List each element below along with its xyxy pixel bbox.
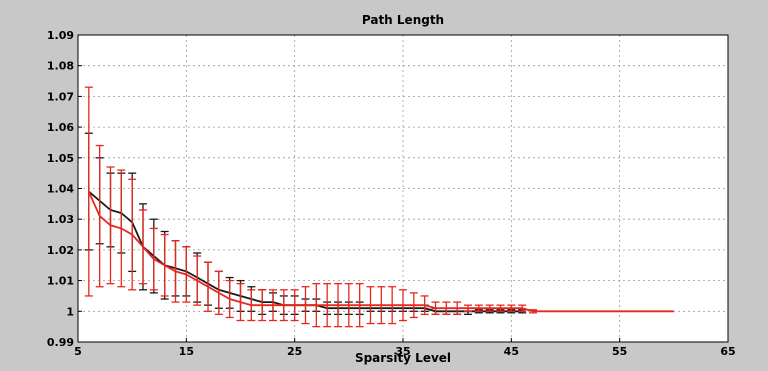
y-tick-label: 1.09	[47, 29, 74, 42]
y-tick-label: 1.02	[47, 244, 74, 257]
series-2	[84, 86, 674, 328]
y-axis-ticks: 0.99 1 1.01 1.02 1.03 1.04 1.05 1.06 1.07 1.08 1.0…	[47, 29, 82, 349]
chart-title: Path Length	[362, 13, 444, 27]
y-tick-label: 1.08	[47, 60, 74, 73]
error-bar	[84, 86, 93, 297]
y-tick-label: 1.06	[47, 121, 74, 134]
x-tick-label: 15	[179, 345, 194, 358]
x-tick-label: 55	[612, 345, 627, 358]
x-tick-label: 35	[395, 345, 410, 358]
y-tick-label: 1.01	[47, 275, 74, 288]
y-tick-label: 1.03	[47, 213, 74, 226]
x-tick-label: 65	[720, 345, 735, 358]
x-tick-label: 45	[504, 345, 519, 358]
y-tick-label: 1	[66, 305, 74, 318]
y-tick-label: 1.05	[47, 152, 74, 165]
x-tick-label: 25	[287, 345, 302, 358]
x-axis-ticks: 5 15 25 35 45 55 65	[74, 338, 736, 358]
y-tick-label: 0.99	[47, 336, 74, 349]
x-tick-label: 5	[74, 345, 82, 358]
series-line	[87, 191, 674, 313]
series-layer	[84, 86, 674, 328]
y-tick-label: 1.07	[47, 90, 74, 103]
x-axis-label: Sparsity Level	[355, 351, 451, 365]
y-tick-label: 1.04	[47, 183, 74, 196]
